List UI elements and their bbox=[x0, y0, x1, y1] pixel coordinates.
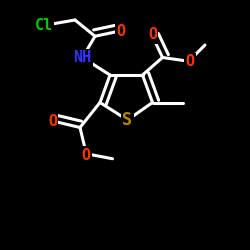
Text: O: O bbox=[117, 24, 126, 39]
Text: O: O bbox=[48, 114, 57, 129]
Text: S: S bbox=[122, 111, 132, 129]
Text: NH: NH bbox=[74, 50, 92, 65]
Text: Cl: Cl bbox=[34, 18, 53, 32]
Text: O: O bbox=[148, 28, 157, 42]
Text: O: O bbox=[82, 148, 91, 162]
Text: O: O bbox=[186, 54, 194, 69]
